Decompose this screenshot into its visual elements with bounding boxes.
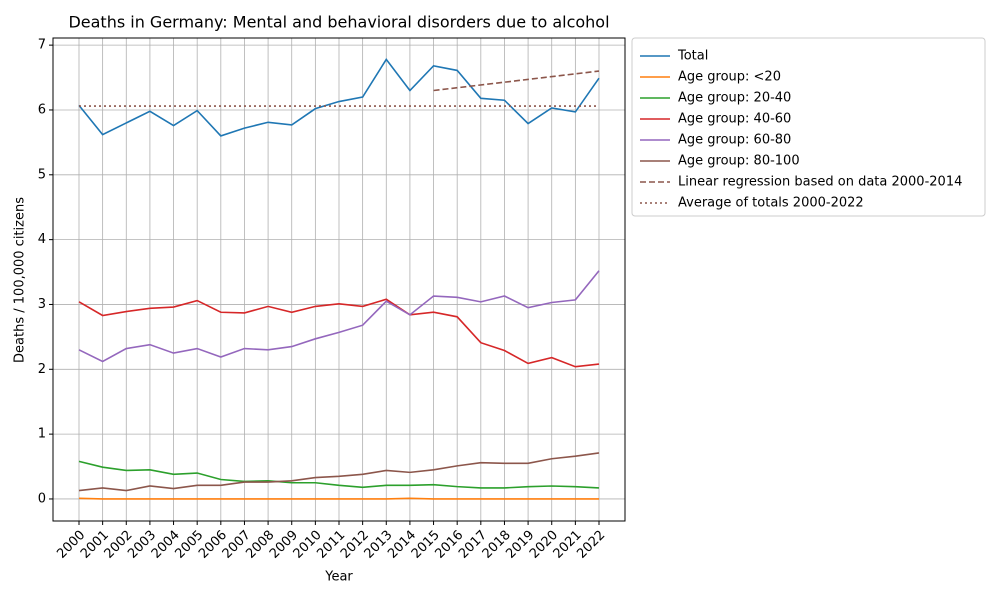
- legend-label: Linear regression based on data 2000-201…: [678, 175, 962, 190]
- y-tick-label: 1: [38, 427, 46, 442]
- series-line: [78, 452, 600, 492]
- y-tick-label: 4: [38, 232, 46, 247]
- series-line: [78, 270, 600, 363]
- series-line: [78, 460, 600, 489]
- legend-label: Age group: 40-60: [678, 112, 791, 127]
- y-tick-label: 7: [38, 38, 46, 53]
- plot-frame: [52, 37, 626, 522]
- x-tick-label: 2022: [574, 528, 608, 562]
- legend-label: Age group: 20-40: [678, 91, 791, 106]
- legend-label: Age group: 60-80: [678, 133, 791, 148]
- y-axis-label: Deaths / 100,000 citizens: [13, 197, 28, 363]
- series-line: [78, 298, 600, 368]
- x-axis-label: Year: [324, 570, 353, 585]
- legend-label: Average of totals 2000-2022: [678, 196, 864, 211]
- y-tick-label: 6: [38, 102, 46, 117]
- series-line: [78, 497, 599, 500]
- series-line: [433, 70, 600, 92]
- series-line: [78, 57, 600, 137]
- legend-label: Age group: 80-100: [678, 154, 800, 169]
- legend-label: Age group: <20: [678, 70, 781, 85]
- legend-label: Total: [677, 49, 708, 64]
- chart-title: Deaths in Germany: Mental and behavioral…: [68, 13, 609, 32]
- legend-box: [631, 37, 986, 217]
- y-tick-label: 2: [38, 362, 46, 377]
- y-tick-label: 3: [38, 297, 46, 312]
- y-tick-label: 0: [38, 491, 46, 506]
- y-tick-label: 5: [38, 167, 46, 182]
